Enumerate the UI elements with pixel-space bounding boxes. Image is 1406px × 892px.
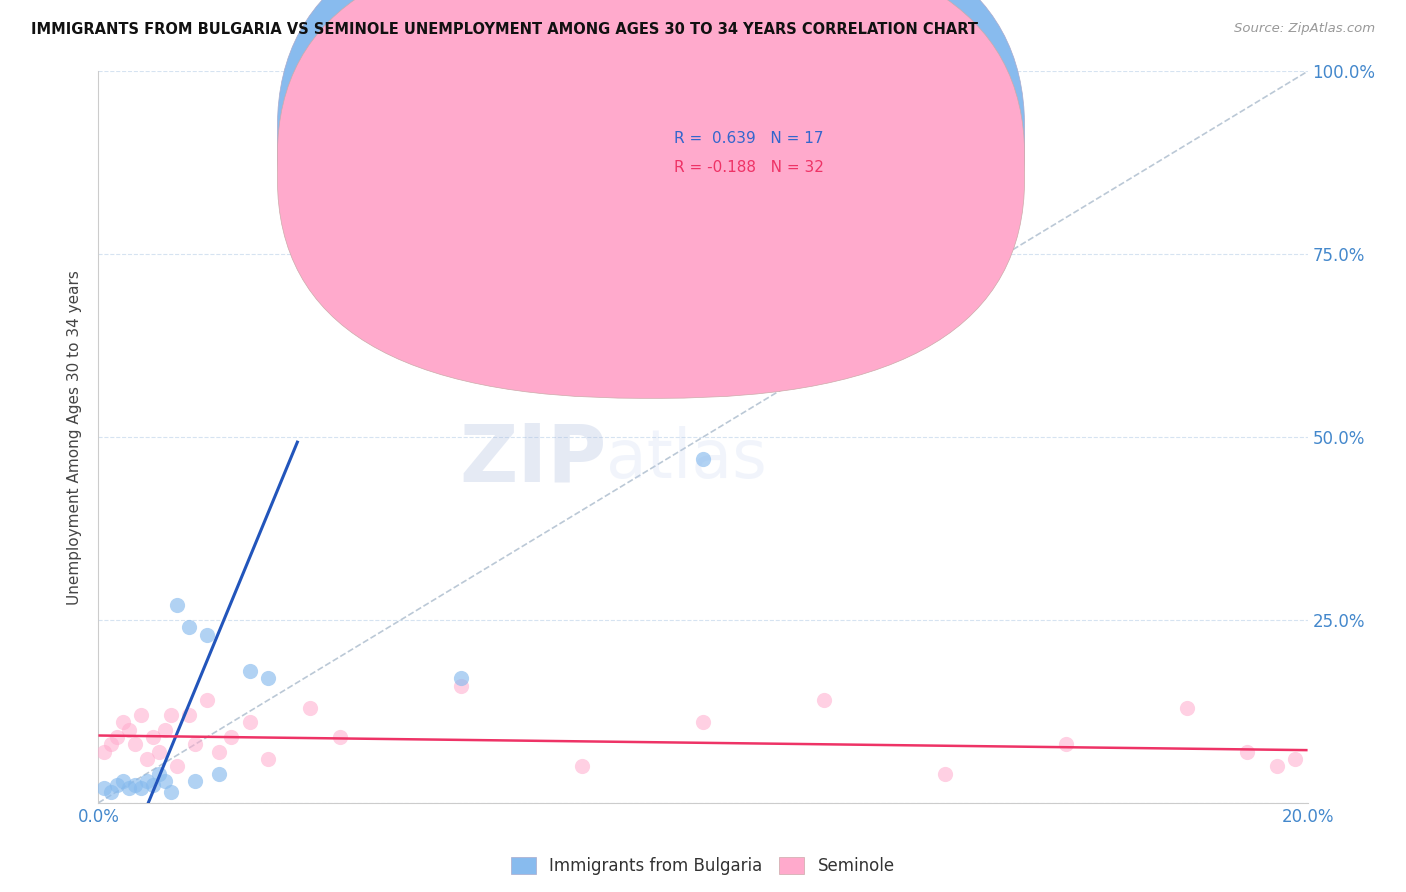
- Legend: Immigrants from Bulgaria, Seminole: Immigrants from Bulgaria, Seminole: [512, 856, 894, 875]
- Point: [153, 773, 176, 788]
- Point: [256, 752, 278, 766]
- Text: atlas: atlas: [606, 426, 768, 492]
- Point: [184, 737, 207, 751]
- Point: [111, 715, 134, 730]
- Point: [239, 715, 262, 730]
- Point: [93, 745, 115, 759]
- Point: [129, 708, 152, 723]
- Point: [148, 745, 170, 759]
- Point: [208, 766, 231, 780]
- Point: [208, 745, 231, 759]
- Point: [148, 766, 170, 780]
- Point: [450, 672, 472, 686]
- Point: [179, 620, 201, 634]
- Text: Source: ZipAtlas.com: Source: ZipAtlas.com: [1234, 22, 1375, 36]
- Point: [142, 778, 165, 792]
- FancyBboxPatch shape: [277, 0, 1025, 370]
- Point: [118, 781, 141, 796]
- Point: [571, 759, 593, 773]
- Point: [195, 627, 218, 641]
- Point: [179, 708, 201, 723]
- Point: [692, 452, 714, 467]
- Point: [329, 730, 352, 744]
- Point: [100, 737, 122, 751]
- Point: [124, 778, 146, 792]
- Point: [124, 737, 146, 751]
- Point: [93, 781, 115, 796]
- Point: [111, 773, 134, 788]
- FancyBboxPatch shape: [619, 115, 879, 192]
- Text: R = -0.188   N = 32: R = -0.188 N = 32: [673, 160, 824, 175]
- Point: [1175, 700, 1198, 714]
- Y-axis label: Unemployment Among Ages 30 to 34 years: Unemployment Among Ages 30 to 34 years: [67, 269, 83, 605]
- Point: [160, 785, 183, 799]
- Point: [1236, 745, 1258, 759]
- Point: [100, 785, 122, 799]
- Point: [450, 679, 472, 693]
- Point: [1267, 759, 1289, 773]
- Point: [934, 766, 956, 780]
- Point: [1284, 752, 1306, 766]
- Point: [160, 708, 183, 723]
- Point: [239, 664, 262, 678]
- Point: [184, 773, 207, 788]
- Point: [135, 752, 157, 766]
- Point: [166, 759, 188, 773]
- Point: [221, 730, 243, 744]
- Point: [166, 599, 188, 613]
- Point: [142, 730, 165, 744]
- Point: [692, 715, 714, 730]
- Point: [105, 778, 128, 792]
- Point: [135, 773, 157, 788]
- Point: [256, 672, 278, 686]
- Point: [105, 730, 128, 744]
- Point: [195, 693, 218, 707]
- Point: [118, 723, 141, 737]
- Point: [1054, 737, 1077, 751]
- Text: R =  0.639   N = 17: R = 0.639 N = 17: [673, 131, 824, 146]
- Point: [129, 781, 152, 796]
- Point: [873, 78, 896, 93]
- Text: ZIP: ZIP: [458, 420, 606, 498]
- FancyBboxPatch shape: [277, 0, 1025, 399]
- Point: [299, 700, 322, 714]
- Point: [813, 693, 835, 707]
- Text: IMMIGRANTS FROM BULGARIA VS SEMINOLE UNEMPLOYMENT AMONG AGES 30 TO 34 YEARS CORR: IMMIGRANTS FROM BULGARIA VS SEMINOLE UNE…: [31, 22, 979, 37]
- Point: [153, 723, 176, 737]
